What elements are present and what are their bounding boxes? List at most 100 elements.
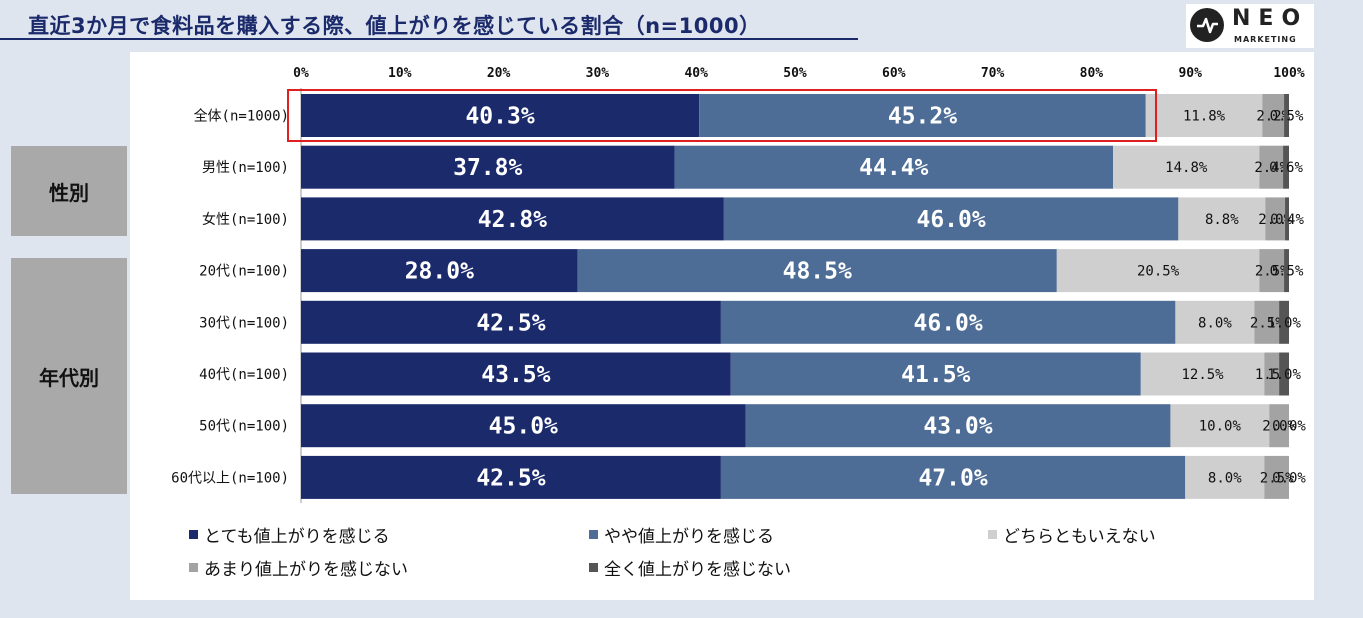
x-tick-label: 10% [388, 66, 412, 81]
bar-segment [1265, 197, 1286, 241]
data-label: 46.0% [916, 207, 985, 233]
data-label: 40.3% [465, 104, 534, 130]
bar-segment [577, 249, 1057, 293]
logo-sub: MARKETING [1234, 35, 1297, 44]
x-tick-label: 0% [293, 66, 309, 81]
data-label: 0.5% [1270, 109, 1304, 125]
bar-segment [720, 455, 1186, 499]
neo-marketing-logo: NEO MARKETING [1186, 4, 1314, 48]
legend-item: あまり値上がりを感じない [189, 555, 408, 580]
bar-segment [301, 145, 675, 189]
bar-segment [1285, 197, 1289, 241]
legend-label: やや値上がりを感じる [604, 527, 774, 547]
data-label: 8.8% [1205, 212, 1239, 228]
bar-segment [1185, 455, 1265, 499]
data-label: 2.5% [1260, 470, 1294, 486]
bar-segment [1175, 300, 1255, 344]
data-label: 0.5% [1270, 264, 1304, 280]
data-label: 45.2% [888, 104, 957, 130]
bar-segment [1259, 249, 1285, 293]
data-label: 2.2% [1256, 109, 1290, 125]
legend-swatch [189, 530, 198, 539]
data-label: 0.0% [1272, 470, 1306, 486]
bar-segment [1279, 300, 1289, 344]
data-label: 0.6% [1269, 160, 1303, 176]
x-tick-label: 70% [981, 66, 1005, 81]
data-label: 20.5% [1137, 264, 1180, 280]
bar-segment [301, 197, 724, 241]
bar-segment [301, 94, 700, 137]
bar-segment [301, 352, 731, 396]
data-label: 14.8% [1165, 160, 1208, 176]
legend-label: どちらともいえない [1003, 527, 1156, 547]
legend-swatch [589, 530, 598, 539]
bar-segment [723, 197, 1179, 241]
category-label: 60代以上(n=100) [171, 470, 289, 486]
bar-segment [1140, 352, 1265, 396]
data-label: 42.5% [476, 310, 545, 336]
bar-segment [301, 249, 578, 293]
legend-swatch [589, 563, 598, 572]
bar-segment [301, 455, 721, 499]
bar-segment [699, 94, 1146, 137]
data-label: 2.5% [1250, 315, 1284, 331]
bar-segment [1279, 352, 1289, 396]
data-label: 2.5% [1255, 264, 1289, 280]
legend-swatch [189, 563, 198, 572]
category-label: 20代(n=100) [199, 264, 289, 280]
category-label: 女性(n=100) [202, 211, 289, 228]
bar-segment [1113, 145, 1260, 189]
bar-segment [674, 145, 1114, 189]
bar-segment [1269, 404, 1289, 448]
bar-segment [1264, 455, 1289, 499]
data-label: 46.0% [914, 310, 983, 336]
category-label: 40代(n=100) [199, 367, 289, 383]
data-label: 42.5% [476, 465, 545, 491]
logo-mark-icon [1190, 8, 1224, 42]
category-label: 男性(n=100) [202, 160, 289, 176]
data-label: 0.4% [1270, 212, 1304, 228]
x-tick-label: 30% [586, 66, 610, 81]
bar-segment [730, 352, 1141, 396]
bar-segment [745, 404, 1171, 448]
legend-label: 全く値上がりを感じない [604, 560, 791, 580]
x-tick-label: 100% [1273, 66, 1304, 81]
chart-title: 直近3か月で食料品を購入する際、値上がりを感じている割合（n=1000） [28, 14, 761, 38]
category-label: 30代(n=100) [199, 315, 289, 331]
bar-segment [1056, 249, 1260, 293]
data-label: 43.0% [923, 414, 992, 440]
bar-segment [720, 300, 1176, 344]
data-label: 8.0% [1208, 470, 1242, 486]
legend-item: どちらともいえない [988, 522, 1156, 547]
bar-segment [1254, 300, 1280, 344]
legend-item: 全く値上がりを感じない [589, 555, 791, 580]
bar-segment [1283, 145, 1289, 189]
legend-label: とても値上がりを感じる [204, 527, 390, 547]
legend-label: あまり値上がりを感じない [204, 560, 408, 580]
title-underline [0, 38, 858, 40]
bar-segment [1284, 94, 1289, 137]
bar-segment [1259, 145, 1284, 189]
x-tick-label: 40% [684, 66, 708, 81]
data-label: 37.8% [453, 155, 522, 181]
category-label: 50代(n=100) [199, 419, 289, 435]
legend-item: やや値上がりを感じる [589, 522, 774, 547]
data-label: 28.0% [405, 259, 474, 285]
x-tick-label: 20% [487, 66, 511, 81]
data-label: 0.0% [1272, 419, 1306, 435]
data-label: 42.8% [478, 207, 547, 233]
x-tick-label: 60% [882, 66, 906, 81]
bar-segment [1284, 249, 1289, 293]
x-tick-label: 90% [1178, 66, 1202, 81]
bar-segment [1178, 197, 1266, 241]
data-label: 1.0% [1267, 367, 1301, 383]
group-label-age: 年代別 [11, 258, 127, 494]
data-label: 2.0% [1262, 419, 1296, 435]
data-label: 2.0% [1258, 212, 1292, 228]
legend-swatch [988, 530, 997, 539]
data-label: 12.5% [1181, 367, 1224, 383]
legend-item: とても値上がりを感じる [189, 522, 390, 547]
highlight-box-total [287, 89, 1157, 142]
data-label: 41.5% [901, 362, 970, 388]
